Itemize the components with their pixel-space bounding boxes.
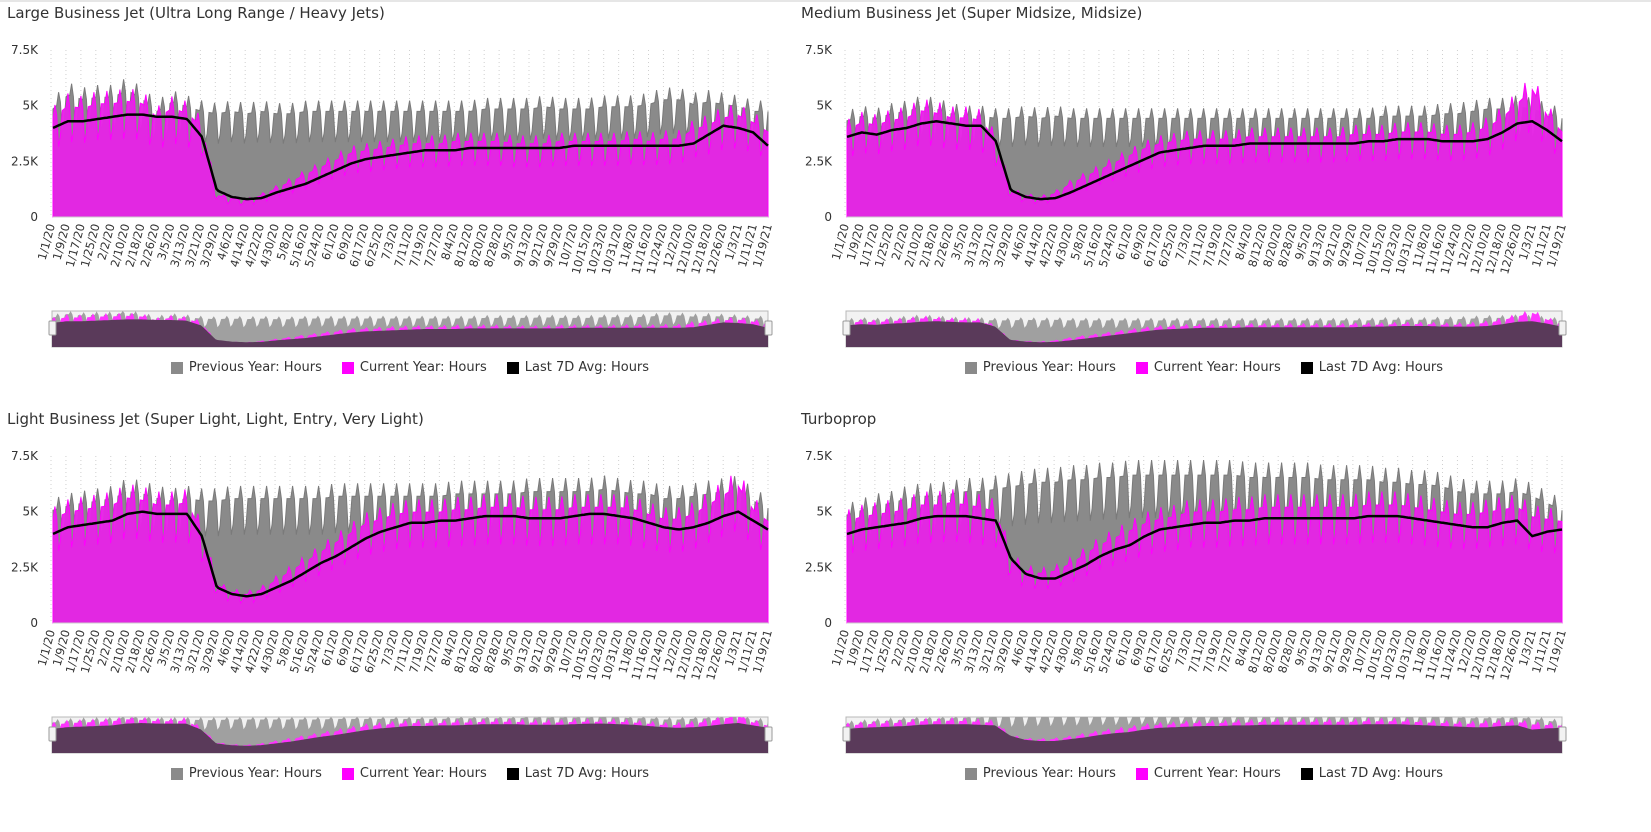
navigator-right-handle[interactable] — [764, 726, 773, 742]
legend-item-current[interactable]: Current Year: Hours — [341, 360, 487, 375]
navigator-left-handle[interactable] — [48, 726, 57, 742]
legend-swatch — [1135, 361, 1148, 374]
navigator-selection-mask — [846, 321, 1562, 347]
legend-label: Current Year: Hours — [1153, 766, 1281, 781]
navigator-selection-mask — [52, 319, 768, 347]
y-tick-label: 5K — [22, 505, 39, 519]
area-chart[interactable]: 02.5K5K7.5K1/1/201/9/201/17/201/25/202/2… — [794, 406, 1584, 762]
legend-label: Previous Year: Hours — [982, 766, 1116, 781]
y-tick-label: 5K — [816, 99, 833, 113]
legend-item-current[interactable]: Current Year: Hours — [341, 766, 487, 781]
area-chart[interactable]: 02.5K5K7.5K1/1/201/9/201/17/201/25/202/2… — [0, 0, 790, 356]
legend-swatch — [964, 767, 977, 780]
series-7d-avg-line[interactable] — [846, 514, 1563, 580]
y-tick-label: 2.5K — [11, 154, 39, 168]
legend-item-avg[interactable]: Last 7D Avg: Hours — [1300, 360, 1444, 375]
y-tick-label: 7.5K — [805, 43, 833, 57]
legend-label: Current Year: Hours — [359, 766, 487, 781]
series-current-year-area[interactable] — [846, 489, 1563, 624]
legend-label: Last 7D Avg: Hours — [1318, 766, 1444, 781]
legend-swatch — [964, 361, 977, 374]
navigator-selection-mask — [846, 724, 1562, 753]
legend-label: Last 7D Avg: Hours — [524, 360, 650, 375]
legend-label: Current Year: Hours — [1153, 360, 1281, 375]
navigator-right-handle[interactable] — [764, 320, 773, 336]
series-7d-avg-line[interactable] — [846, 120, 1563, 201]
y-tick-label: 5K — [816, 505, 833, 519]
legend-swatch — [506, 767, 519, 780]
legend-swatch — [170, 767, 183, 780]
legend-label: Last 7D Avg: Hours — [524, 766, 650, 781]
area-chart[interactable]: 02.5K5K7.5K1/1/201/9/201/17/201/25/202/2… — [794, 0, 1584, 356]
legend-item-avg[interactable]: Last 7D Avg: Hours — [1300, 766, 1444, 781]
y-tick-label: 5K — [22, 99, 39, 113]
legend-swatch — [1300, 361, 1313, 374]
legend-item-current[interactable]: Current Year: Hours — [1135, 360, 1281, 375]
chart-panel-1: Large Business Jet (Ultra Long Range / H… — [0, 0, 820, 400]
legend-label: Previous Year: Hours — [982, 360, 1116, 375]
y-tick-label: 2.5K — [805, 154, 833, 168]
legend-item-avg[interactable]: Last 7D Avg: Hours — [506, 766, 650, 781]
y-tick-label: 2.5K — [805, 560, 833, 574]
legend-item-previous[interactable]: Previous Year: Hours — [170, 360, 322, 375]
chart-legend: Previous Year: Hours Current Year: Hours L… — [794, 766, 1614, 781]
legend-swatch — [170, 361, 183, 374]
area-chart[interactable]: 02.5K5K7.5K1/1/201/9/201/17/201/25/202/2… — [0, 406, 790, 762]
chart-panel-3: Light Business Jet (Super Light, Light, … — [0, 406, 820, 806]
legend-item-avg[interactable]: Last 7D Avg: Hours — [506, 360, 650, 375]
chart-legend: Previous Year: Hours Current Year: Hours L… — [0, 766, 820, 781]
chart-title: Turboprop — [801, 410, 877, 428]
series-current-year-area[interactable] — [52, 89, 769, 218]
legend-item-previous[interactable]: Previous Year: Hours — [964, 360, 1116, 375]
y-tick-label: 7.5K — [11, 449, 39, 463]
chart-title: Light Business Jet (Super Light, Light, … — [7, 410, 424, 428]
top-divider — [0, 0, 1651, 2]
chart-panel-4: Turboprop 0 2.5K 5K 7.5K 1/1/20 1/9/20 1/17/20 1… — [794, 406, 1614, 806]
legend-label: Current Year: Hours — [359, 360, 487, 375]
series-7d-avg-line[interactable] — [52, 113, 769, 201]
navigator-left-handle[interactable] — [842, 320, 851, 336]
legend-swatch — [506, 361, 519, 374]
legend-item-previous[interactable]: Previous Year: Hours — [170, 766, 322, 781]
navigator-right-handle[interactable] — [1558, 726, 1567, 742]
series-7d-avg-line[interactable] — [52, 510, 769, 598]
series-current-year-area[interactable] — [52, 475, 769, 624]
navigator-selection-mask — [52, 723, 768, 753]
legend-swatch — [1135, 767, 1148, 780]
chart-panel-2: Medium Business Jet (Super Midsize, Mids… — [794, 0, 1614, 400]
legend-item-previous[interactable]: Previous Year: Hours — [964, 766, 1116, 781]
legend-label: Previous Year: Hours — [188, 766, 322, 781]
legend-swatch — [341, 361, 354, 374]
navigator-left-handle[interactable] — [842, 726, 851, 742]
y-tick-label: 0 — [30, 616, 38, 630]
y-tick-label: 0 — [824, 616, 832, 630]
legend-item-current[interactable]: Current Year: Hours — [1135, 766, 1281, 781]
legend-label: Previous Year: Hours — [188, 360, 322, 375]
chart-title: Medium Business Jet (Super Midsize, Mids… — [801, 4, 1143, 22]
navigator-right-handle[interactable] — [1558, 320, 1567, 336]
legend-swatch — [341, 767, 354, 780]
chart-legend: Previous Year: Hours Current Year: Hours L… — [0, 360, 820, 375]
navigator-left-handle[interactable] — [48, 320, 57, 336]
y-tick-label: 2.5K — [11, 560, 39, 574]
y-tick-label: 7.5K — [805, 449, 833, 463]
legend-swatch — [1300, 767, 1313, 780]
series-current-year-area[interactable] — [846, 82, 1563, 218]
y-tick-label: 0 — [824, 210, 832, 224]
y-tick-label: 7.5K — [11, 43, 39, 57]
legend-label: Last 7D Avg: Hours — [1318, 360, 1444, 375]
chart-title: Large Business Jet (Ultra Long Range / H… — [7, 4, 385, 22]
y-tick-label: 0 — [30, 210, 38, 224]
chart-legend: Previous Year: Hours Current Year: Hours L… — [794, 360, 1614, 375]
